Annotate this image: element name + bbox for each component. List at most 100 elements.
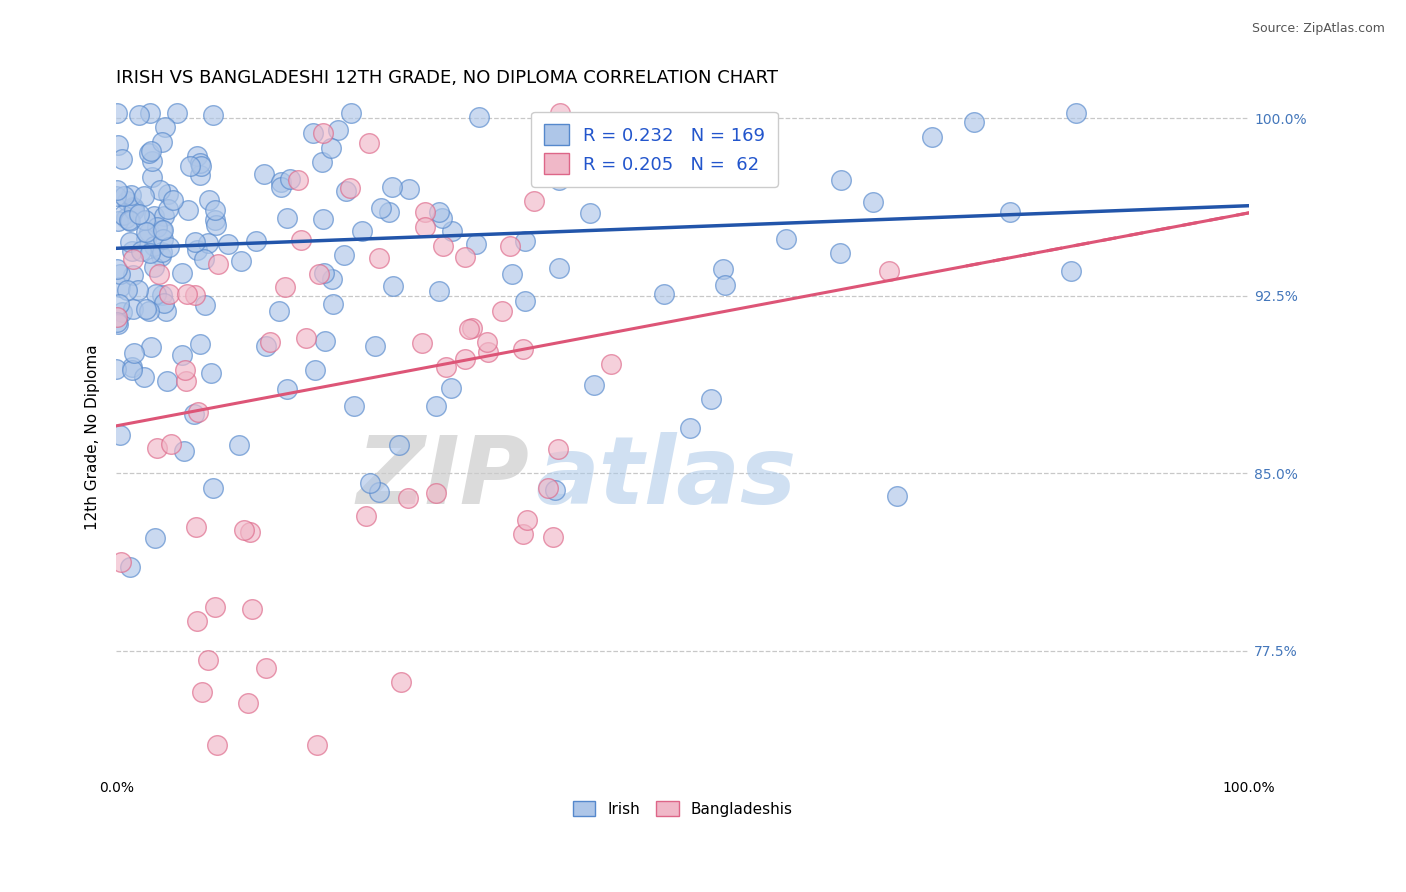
Point (173, 443, 195, 458)
Point (176, 202, 198, 217)
Point (152, 209, 174, 223)
Point (434, 360, 457, 375)
Point (516, 513, 538, 527)
Point (287, 173, 309, 187)
Point (188, 168, 211, 182)
Point (270, 180, 292, 194)
Point (134, 212, 156, 227)
Point (236, 696, 259, 710)
Point (174, 363, 197, 377)
Point (548, 260, 571, 275)
Point (411, 335, 433, 350)
Point (536, 482, 558, 496)
Point (396, 491, 419, 505)
Point (135, 302, 157, 317)
Point (118, 235, 141, 249)
Point (115, 283, 138, 297)
Point (142, 209, 165, 223)
Point (322, 297, 344, 311)
Point (186, 614, 208, 628)
Point (276, 382, 298, 396)
Point (468, 111, 491, 125)
Point (700, 392, 723, 406)
Point (239, 525, 262, 540)
Point (232, 523, 254, 537)
Point (138, 145, 160, 160)
Point (359, 476, 381, 491)
Point (122, 302, 145, 317)
Point (194, 298, 217, 312)
Point (547, 173, 569, 187)
Point (122, 203, 145, 218)
Point (440, 381, 463, 395)
Point (544, 483, 567, 498)
Point (499, 239, 522, 253)
Point (389, 675, 412, 690)
Point (427, 285, 450, 299)
Point (107, 138, 129, 153)
Point (150, 244, 173, 259)
Point (413, 219, 436, 234)
Point (274, 279, 297, 293)
Point (186, 149, 208, 163)
Point (139, 340, 162, 354)
Point (413, 204, 436, 219)
Point (197, 653, 219, 667)
Point (339, 180, 361, 194)
Point (245, 235, 267, 249)
Point (429, 205, 451, 219)
Point (128, 207, 150, 221)
Point (432, 211, 454, 225)
Point (477, 345, 499, 359)
Point (105, 189, 128, 203)
Point (308, 267, 330, 281)
Point (112, 189, 135, 203)
Point (228, 438, 250, 452)
Point (388, 438, 411, 452)
Point (713, 261, 735, 276)
Point (143, 239, 166, 253)
Point (162, 194, 184, 208)
Point (547, 442, 569, 456)
Point (198, 193, 221, 207)
Point (148, 267, 170, 281)
Point (425, 400, 447, 414)
Point (108, 279, 131, 293)
Point (132, 189, 155, 203)
Point (370, 201, 392, 215)
Point (357, 136, 380, 151)
Point (145, 532, 167, 546)
Point (465, 237, 488, 252)
Point (105, 310, 128, 324)
Point (381, 180, 404, 194)
Point (145, 220, 167, 235)
Point (541, 530, 564, 544)
Point (886, 489, 908, 503)
Point (174, 374, 197, 388)
Point (129, 244, 152, 259)
Point (115, 211, 138, 225)
Point (108, 267, 131, 281)
Point (775, 232, 797, 246)
Point (145, 287, 167, 301)
Point (637, 166, 659, 180)
Point (582, 378, 605, 392)
Point (122, 252, 145, 266)
Point (377, 205, 399, 219)
Text: Source: ZipAtlas.com: Source: ZipAtlas.com (1251, 22, 1385, 36)
Point (105, 362, 128, 376)
Point (425, 486, 447, 500)
Point (128, 108, 150, 122)
Point (200, 366, 222, 380)
Point (110, 152, 132, 166)
Point (352, 223, 374, 237)
Point (118, 214, 141, 228)
Point (253, 167, 276, 181)
Point (152, 232, 174, 246)
Point (278, 171, 301, 186)
Point (515, 234, 537, 248)
Point (142, 260, 165, 274)
Point (579, 205, 602, 219)
Point (120, 187, 142, 202)
Point (368, 484, 391, 499)
